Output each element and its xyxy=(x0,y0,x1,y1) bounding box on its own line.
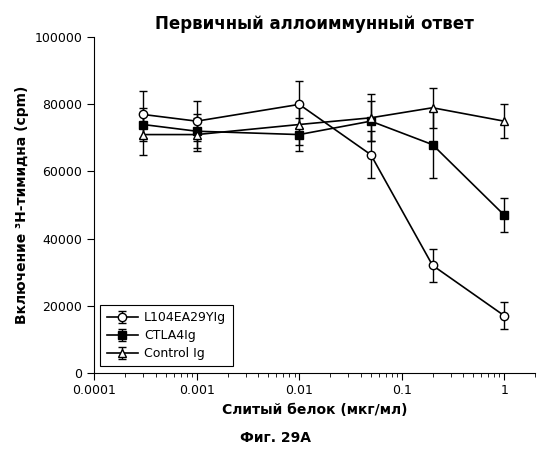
Y-axis label: Включение ³H-тимидна (срm): Включение ³H-тимидна (срm) xyxy=(15,86,29,324)
Legend: L104EA29YIg, CTLA4Ig, Control Ig: L104EA29YIg, CTLA4Ig, Control Ig xyxy=(101,305,233,366)
Text: Фиг. 29А: Фиг. 29А xyxy=(239,432,311,446)
Title: Первичный аллоиммунный ответ: Первичный аллоиммунный ответ xyxy=(155,15,474,33)
X-axis label: Слитый белок (мкг/мл): Слитый белок (мкг/мл) xyxy=(222,403,408,417)
